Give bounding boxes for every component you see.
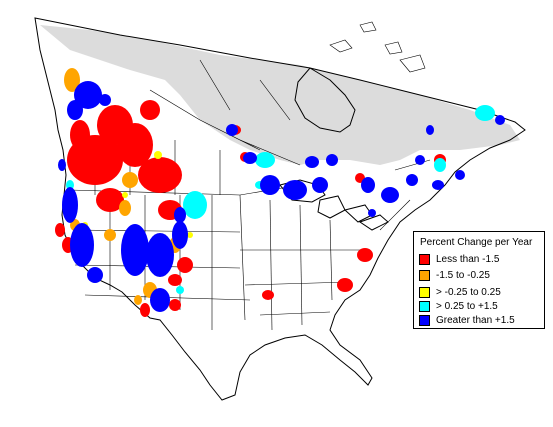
arctic-islands (329, 21, 426, 73)
legend-swatch (419, 301, 430, 312)
legend-swatch (419, 315, 430, 326)
legend-label: -1.5 to -0.25 (436, 270, 490, 281)
legend-swatch (419, 287, 430, 298)
legend: Percent Change per Year Less than -1.5 -… (413, 231, 545, 329)
legend-label: > 0.25 to +1.5 (436, 301, 498, 312)
legend-label: Greater than +1.5 (436, 315, 515, 326)
legend-item: -1.5 to -0.25 (419, 269, 490, 282)
legend-label: > -0.25 to 0.25 (436, 287, 501, 298)
legend-item: > -0.25 to 0.25 (419, 286, 501, 299)
legend-title: Percent Change per Year (420, 237, 533, 248)
legend-swatch (419, 254, 430, 265)
no-data-region (40, 25, 520, 165)
trend-patches (55, 68, 505, 317)
legend-item: Greater than +1.5 (419, 314, 515, 327)
patches-greater-than-1-5 (58, 81, 505, 312)
legend-label: Less than -1.5 (436, 254, 500, 265)
patches-less-than-neg-1-5 (55, 100, 446, 317)
legend-item: > 0.25 to +1.5 (419, 300, 498, 313)
legend-swatch (419, 270, 430, 281)
legend-item: Less than -1.5 (419, 253, 499, 266)
